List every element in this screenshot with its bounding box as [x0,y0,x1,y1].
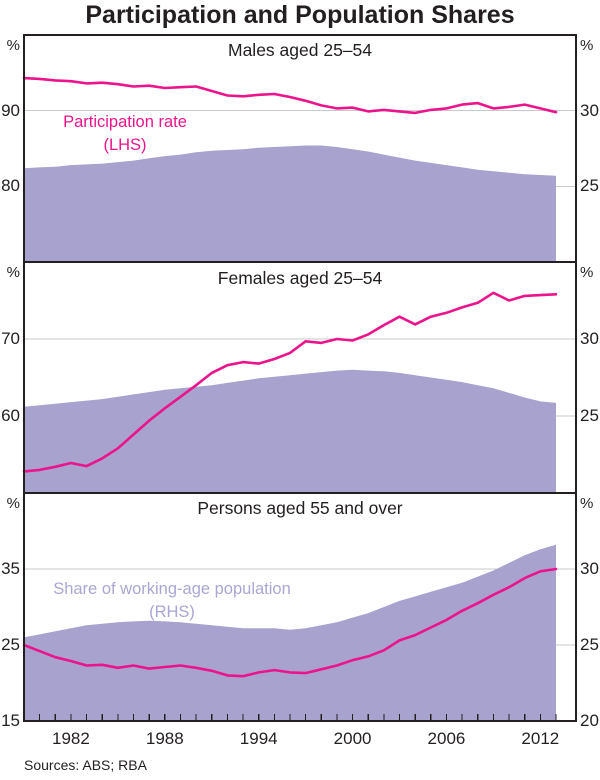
y-axis-label-left: 80 [1,176,20,196]
y-axis-label-right: 30 [580,329,599,348]
y-axis-label-right: 30 [580,100,599,120]
x-axis-year-label: 2006 [427,729,466,748]
legend-share-line2: (RHS) [149,602,195,621]
x-axis-year-label: 2000 [333,729,372,748]
percent-sign-right: % [580,495,594,512]
legend-participation-line1: Participation rate [63,113,187,131]
participation-rate-line [22,567,558,678]
panel-title-persons: Persons aged 55 and over [197,498,403,518]
participation-rate-line [22,291,558,473]
y-axis-label-left: 70 [1,329,20,348]
x-axis-year-label: 1982 [52,729,90,748]
y-axis-label-right: 25 [580,176,599,196]
panel-title-males: Males aged 25–54 [228,40,372,60]
population-share-area [24,544,556,721]
panel-title-females: Females aged 25–54 [217,268,383,288]
y-axis-label-right: 20 [580,711,599,730]
y-axis-label-left: 90 [1,100,20,120]
participation-rate-line [22,76,558,115]
y-axis-label-left: 35 [1,559,20,578]
y-axis-label-right: 25 [580,635,599,654]
y-axis-label-left: 15 [1,711,20,730]
legend-share-line1: Share of working-age population [53,580,291,598]
x-axis-year-label: 1988 [145,729,184,748]
percent-sign-left: % [6,37,20,54]
y-axis-label-right: 30 [580,559,599,578]
y-axis-label-right: 25 [580,406,599,425]
sources-note: Sources: ABS; RBA [24,757,147,773]
percent-sign-left: % [6,495,20,512]
x-axis-year-label: 1994 [239,729,278,748]
legend-share-of-population: Share of working-age population (RHS) [22,578,322,623]
legend-participation-line2: (LHS) [103,135,147,154]
x-axis-year-label: 2012 [521,729,560,748]
percent-sign-right: % [580,37,594,54]
y-axis-label-left: 60 [1,406,20,425]
percent-sign-right: % [580,264,594,281]
y-axis-label-left: 25 [1,635,20,654]
population-share-area [24,145,556,262]
percent-sign-left: % [6,264,20,281]
panel-frame [23,492,577,722]
population-share-area [24,369,556,493]
legend-participation-rate: Participation rate (LHS) [0,111,250,156]
chart-title: Participation and Population Shares [85,1,515,29]
